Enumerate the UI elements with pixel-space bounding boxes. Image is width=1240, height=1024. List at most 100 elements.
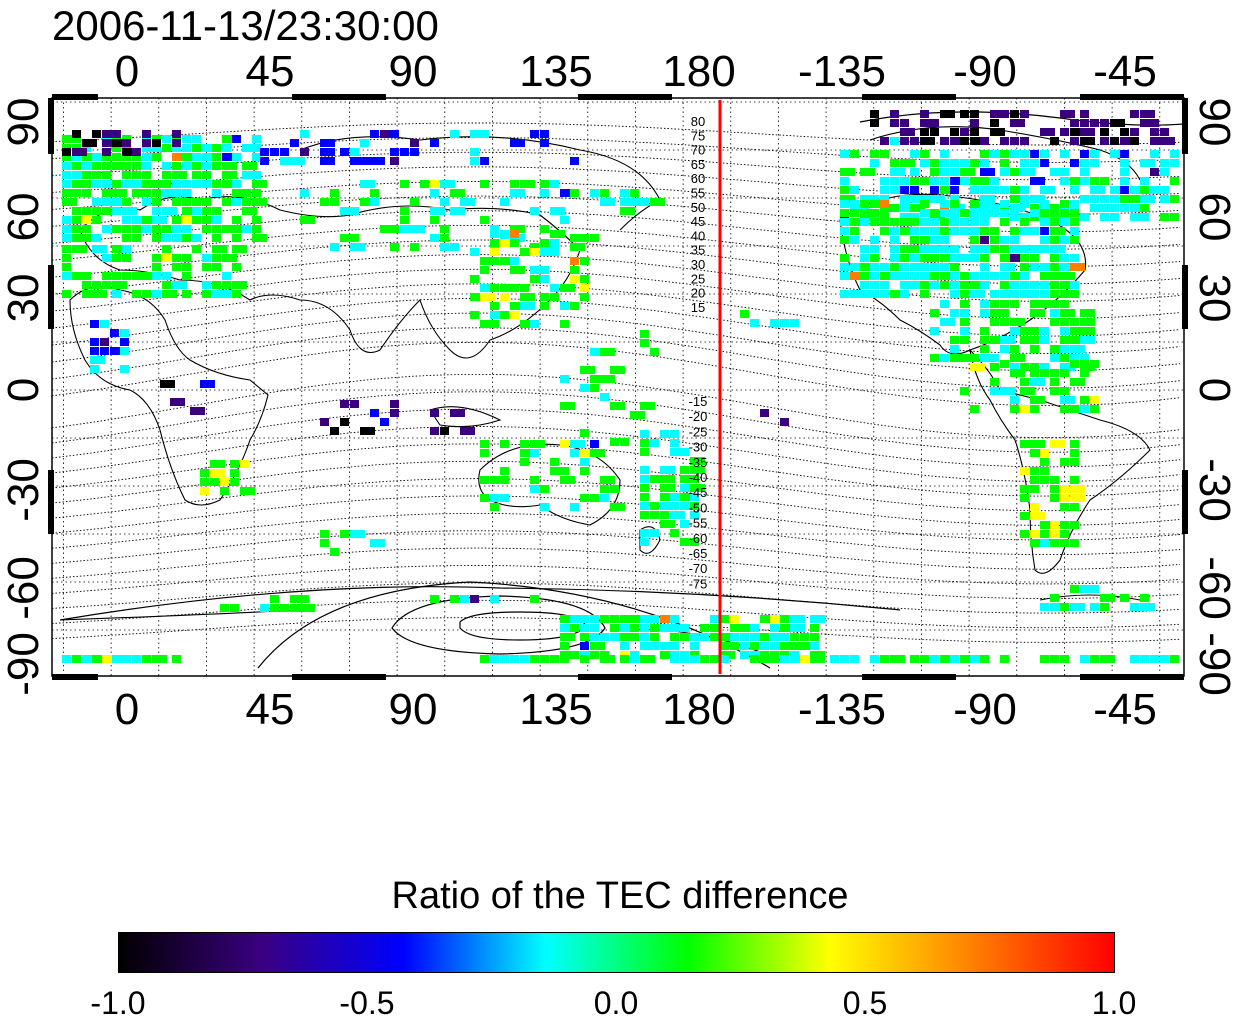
tec-cell xyxy=(320,418,329,426)
tec-cell xyxy=(1050,227,1065,235)
tec-cell xyxy=(990,209,999,217)
tec-cell xyxy=(1090,204,1105,212)
tec-cell xyxy=(940,186,955,194)
bottom-lon-tick: 135 xyxy=(519,685,593,734)
tec-cell xyxy=(500,311,509,319)
tec-cell xyxy=(1030,396,1045,404)
tec-cell xyxy=(770,642,785,650)
tec-cell xyxy=(470,148,479,156)
tec-cell xyxy=(380,130,395,138)
tec-cell xyxy=(850,272,865,280)
tec-cell xyxy=(890,263,899,271)
tec-cell xyxy=(1110,204,1119,212)
tec-cell xyxy=(92,245,107,253)
tec-cell xyxy=(1060,281,1075,289)
tec-cell xyxy=(970,218,979,226)
tec-cell xyxy=(990,110,1005,118)
tec-cell xyxy=(330,548,339,556)
tec-cell xyxy=(340,148,349,156)
tec-cell xyxy=(790,615,805,623)
tec-cell xyxy=(1150,168,1159,176)
tec-cell xyxy=(940,227,949,235)
tec-cell xyxy=(680,448,689,456)
tec-cell xyxy=(132,272,147,280)
tec-cell xyxy=(212,234,221,242)
tec-cell xyxy=(1050,309,1059,317)
tec-cell xyxy=(570,243,585,251)
tec-cell xyxy=(1050,204,1059,212)
tec-cell xyxy=(162,189,177,197)
tec-cell xyxy=(1100,177,1109,185)
tec-cell xyxy=(1070,128,1085,136)
tec-cell xyxy=(880,263,889,271)
tec-cell xyxy=(920,227,929,235)
tec-cell xyxy=(890,159,899,167)
tec-cell xyxy=(880,218,889,226)
tec-cell xyxy=(810,615,825,623)
tec-cell xyxy=(910,213,919,221)
tec-cell xyxy=(1030,467,1039,475)
tec-cell xyxy=(182,162,197,170)
contour-label: -15 xyxy=(689,394,708,409)
contour-label: -45 xyxy=(689,485,708,500)
tec-cell xyxy=(480,494,489,502)
tec-cell xyxy=(570,449,579,457)
tec-cell xyxy=(1120,137,1135,145)
tec-cell xyxy=(680,655,689,663)
tec-cell xyxy=(1050,218,1059,226)
tec-cell xyxy=(1010,236,1019,244)
tec-cell xyxy=(880,272,895,280)
tec-cell xyxy=(580,615,589,623)
tec-cell xyxy=(1080,110,1089,118)
tec-cell xyxy=(122,254,131,262)
tec-cell xyxy=(230,469,239,477)
tec-cell xyxy=(162,245,171,253)
tec-cell xyxy=(640,198,649,206)
tec-cell xyxy=(750,319,759,327)
tec-cell xyxy=(930,177,939,185)
tec-cell xyxy=(1010,209,1019,217)
contour-label: 75 xyxy=(691,128,705,143)
tec-cell xyxy=(930,245,939,253)
tec-cell xyxy=(320,530,329,538)
tec-cell xyxy=(560,302,569,310)
tec-cell xyxy=(1040,476,1049,484)
tec-cell xyxy=(560,375,569,383)
tec-cell xyxy=(500,467,509,475)
tec-cell xyxy=(222,144,231,152)
tec-cell xyxy=(950,209,959,217)
contour-label: 60 xyxy=(691,171,705,186)
tec-cell xyxy=(122,153,131,161)
tec-cell xyxy=(690,493,699,501)
tec-cell xyxy=(1060,603,1069,611)
tec-cell xyxy=(650,439,659,447)
tec-cell xyxy=(400,225,415,233)
tec-cell xyxy=(590,615,599,623)
tec-cell xyxy=(1160,168,1169,176)
tec-cell xyxy=(740,310,749,318)
tec-cell xyxy=(1050,387,1059,395)
tec-cell xyxy=(160,380,175,388)
tec-cell xyxy=(192,234,201,242)
tec-cell xyxy=(890,186,905,194)
tec-cell xyxy=(630,655,639,663)
tec-cell xyxy=(540,139,549,147)
tec-cell xyxy=(1060,345,1069,353)
tec-cell xyxy=(182,135,191,143)
tec-cell xyxy=(490,239,499,247)
tec-cell xyxy=(172,254,181,262)
tec-cell xyxy=(320,539,329,547)
tec-cell xyxy=(600,494,609,502)
tec-cell xyxy=(580,494,589,502)
tec-cell xyxy=(460,198,475,206)
tec-cell xyxy=(470,275,479,283)
tec-cell xyxy=(640,466,649,474)
tec-cell xyxy=(270,604,279,612)
tec-cell xyxy=(1070,281,1079,289)
tec-cell xyxy=(900,128,915,136)
tec-cell xyxy=(1070,360,1079,368)
tec-cell xyxy=(320,139,335,147)
tec-cell xyxy=(850,200,859,208)
tec-cell xyxy=(470,157,479,165)
tec-cell xyxy=(162,162,171,170)
